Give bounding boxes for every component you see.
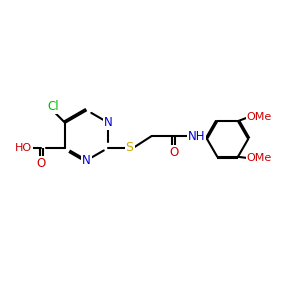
- Text: Cl: Cl: [47, 100, 59, 113]
- Text: OMe: OMe: [247, 153, 272, 163]
- Text: N: N: [104, 116, 113, 129]
- Text: O: O: [37, 157, 46, 169]
- Text: N: N: [82, 154, 91, 167]
- Text: HO: HO: [15, 143, 32, 153]
- Text: O: O: [169, 146, 178, 159]
- Text: NH: NH: [188, 130, 206, 142]
- Text: OMe: OMe: [247, 112, 272, 122]
- Text: S: S: [126, 141, 134, 154]
